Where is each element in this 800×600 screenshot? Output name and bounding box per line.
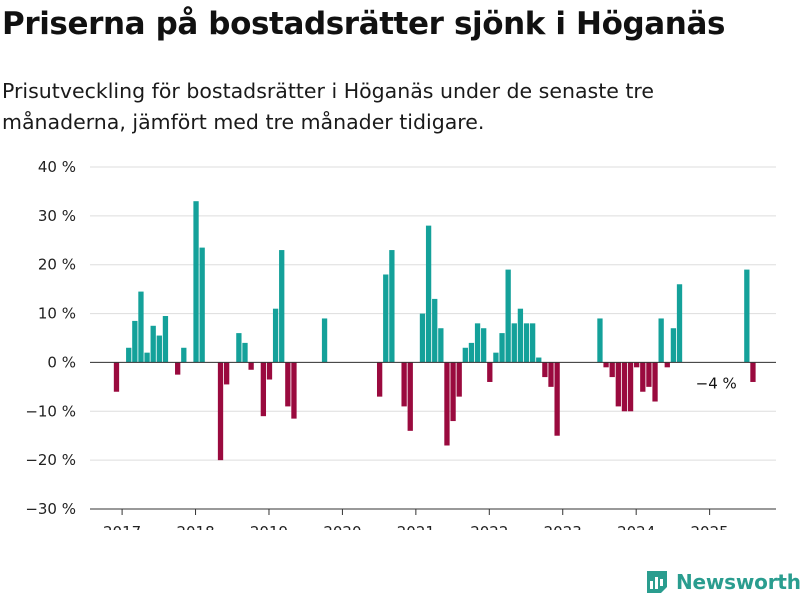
bar xyxy=(750,362,756,382)
bar xyxy=(621,362,628,412)
y-tick-label: −20 % xyxy=(25,451,76,469)
bar xyxy=(175,362,181,375)
bar xyxy=(199,247,205,363)
bar xyxy=(554,362,560,436)
x-tick-label: 2019 xyxy=(250,523,288,530)
bar xyxy=(536,357,542,363)
bar xyxy=(603,362,609,368)
bar xyxy=(291,362,297,419)
bar xyxy=(144,352,150,363)
bar xyxy=(260,362,267,417)
bar xyxy=(407,362,413,431)
bar xyxy=(285,362,291,407)
bar xyxy=(162,316,169,363)
x-tick-label: 2018 xyxy=(176,523,214,530)
newsworthy-logo: Newsworthy xyxy=(645,569,800,594)
bar xyxy=(493,352,499,363)
newsworthy-logo-icon xyxy=(647,571,667,593)
bar xyxy=(223,362,230,385)
bar xyxy=(419,313,426,363)
bar xyxy=(132,320,138,363)
bar xyxy=(676,284,683,363)
bar xyxy=(456,362,462,397)
bar xyxy=(597,318,603,363)
x-tick-label: 2022 xyxy=(470,523,508,530)
bar xyxy=(113,362,120,392)
bar xyxy=(217,362,224,461)
bar xyxy=(640,362,646,392)
bar xyxy=(126,347,132,363)
bar xyxy=(383,274,389,363)
bar xyxy=(517,308,524,363)
x-tick-label: 2017 xyxy=(103,523,141,530)
bar xyxy=(646,362,652,387)
bar xyxy=(511,323,517,363)
brand-name: Newsworthy xyxy=(676,569,800,594)
bar xyxy=(744,269,750,363)
bar xyxy=(236,333,242,363)
x-tick-label: 2025 xyxy=(691,523,729,530)
x-tick-label: 2023 xyxy=(544,523,582,530)
bar xyxy=(627,362,634,412)
bar xyxy=(444,362,450,446)
bar xyxy=(138,291,144,363)
bar xyxy=(664,362,670,368)
bar xyxy=(658,318,664,363)
y-tick-label: 40 % xyxy=(38,158,76,176)
bar xyxy=(432,298,438,363)
x-tick-label: 2020 xyxy=(323,523,361,530)
bar xyxy=(389,250,395,363)
x-tick-label: 2021 xyxy=(397,523,435,530)
last-value-label: −4 % xyxy=(696,374,737,392)
y-tick-label: 30 % xyxy=(38,207,76,225)
bar xyxy=(425,225,432,363)
chart-subtitle: Prisutveckling för bostadsrätter i Högan… xyxy=(2,79,655,134)
y-tick-label: 0 % xyxy=(47,353,76,371)
bar xyxy=(401,362,407,407)
bar xyxy=(481,328,487,363)
bar-chart: 40 % 30 % 20 % 10 % 0 % −10 % −20 % −30 % 2017 20… xyxy=(25,158,776,530)
bar xyxy=(279,250,285,363)
bar xyxy=(150,325,156,363)
bar xyxy=(542,362,548,378)
bar xyxy=(272,308,279,363)
y-tick-label: 20 % xyxy=(38,256,76,274)
y-tick-label: 10 % xyxy=(38,305,76,323)
bar xyxy=(609,362,615,378)
bar xyxy=(248,362,254,370)
bar xyxy=(266,362,273,380)
bar xyxy=(505,269,511,363)
bar xyxy=(474,323,481,363)
bar xyxy=(156,335,162,363)
bar xyxy=(450,362,456,422)
x-tick-label: 2024 xyxy=(617,523,655,530)
bar xyxy=(438,328,444,363)
bar xyxy=(193,201,199,363)
bar xyxy=(462,347,468,363)
bar xyxy=(548,362,554,387)
bar xyxy=(321,318,328,363)
bar xyxy=(376,362,383,397)
bar xyxy=(529,323,536,363)
bar xyxy=(615,362,621,407)
bar xyxy=(181,347,187,363)
bar xyxy=(523,323,530,363)
bar xyxy=(634,362,640,368)
y-tick-label: −30 % xyxy=(25,500,76,518)
bar xyxy=(652,362,658,402)
bar xyxy=(242,342,248,363)
y-tick-label: −10 % xyxy=(25,402,76,420)
bar xyxy=(670,328,677,363)
chart-title: Priserna på bostadsrätter sjönk i Höganä… xyxy=(2,6,726,42)
bar xyxy=(487,362,493,382)
bar xyxy=(499,333,505,363)
bar xyxy=(468,342,475,363)
